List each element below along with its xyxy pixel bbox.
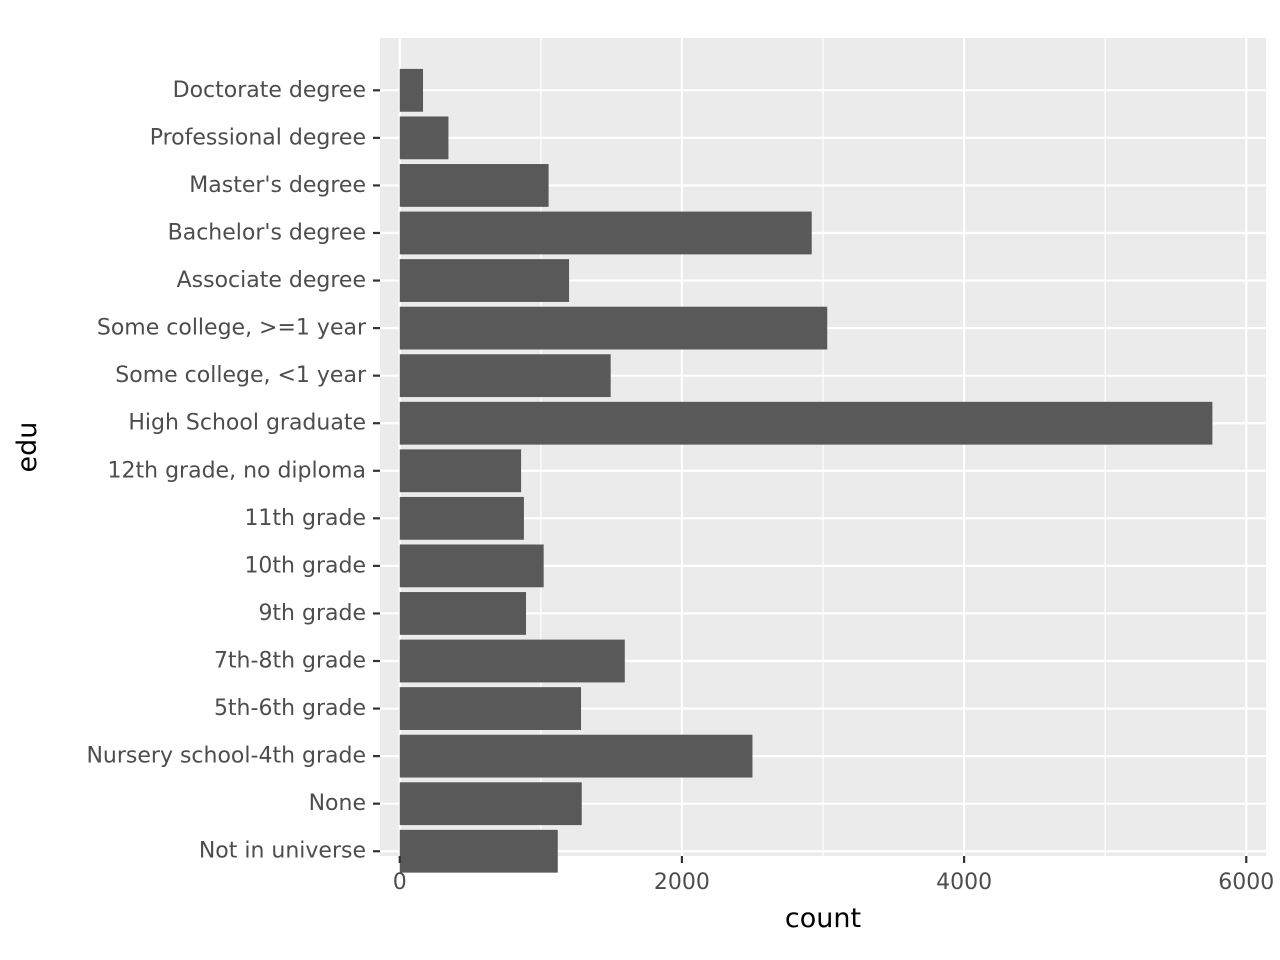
y-tick-label: Bachelor's degree [168, 220, 366, 245]
x-tick-label: 0 [393, 870, 407, 895]
y-tick-label: 7th-8th grade [214, 649, 366, 674]
y-tick-label: Nursery school-4th grade [86, 744, 366, 769]
bar [399, 354, 611, 398]
y-axis-title: edu [12, 422, 43, 473]
bar [399, 211, 812, 255]
y-tick-label: 5th-6th grade [214, 696, 366, 721]
y-tick-label: Master's degree [189, 173, 366, 198]
y-tick-label: 9th grade [258, 601, 366, 626]
bar [399, 68, 424, 112]
y-tick-label: 12th grade, no diploma [108, 458, 366, 483]
x-axis: 0 2000 4000 6000 [393, 856, 1274, 895]
bar [399, 164, 549, 207]
bar [399, 116, 449, 160]
bar [399, 639, 625, 683]
y-tick-label: Doctorate degree [173, 78, 366, 103]
bar [399, 449, 522, 493]
bar [399, 687, 582, 730]
y-tick-label: Associate degree [177, 268, 366, 293]
bars [399, 68, 1213, 873]
bar [399, 496, 524, 540]
x-axis-title: count [785, 903, 861, 934]
y-tick-label: Some college, <1 year [115, 363, 367, 388]
bar [399, 734, 753, 778]
bar [399, 544, 544, 588]
x-tick-label: 4000 [936, 870, 992, 895]
y-tick-label: Some college, >=1 year [97, 316, 367, 341]
bar [399, 401, 1213, 445]
y-tick-label: High School graduate [128, 411, 366, 436]
y-tick-label: 11th grade [244, 506, 366, 531]
bar [399, 592, 527, 635]
bar [399, 829, 558, 873]
y-tick-label: Not in universe [199, 839, 366, 864]
bar [399, 259, 570, 302]
y-tick-label: None [309, 791, 366, 816]
x-tick-label: 2000 [654, 870, 710, 895]
bar [399, 782, 582, 826]
y-tick-label: Professional degree [150, 125, 366, 150]
y-tick-label: 10th grade [244, 553, 366, 578]
x-tick-label: 6000 [1218, 870, 1274, 895]
y-axis: Doctorate degree Professional degree Maste… [86, 78, 380, 864]
bar [399, 306, 828, 350]
